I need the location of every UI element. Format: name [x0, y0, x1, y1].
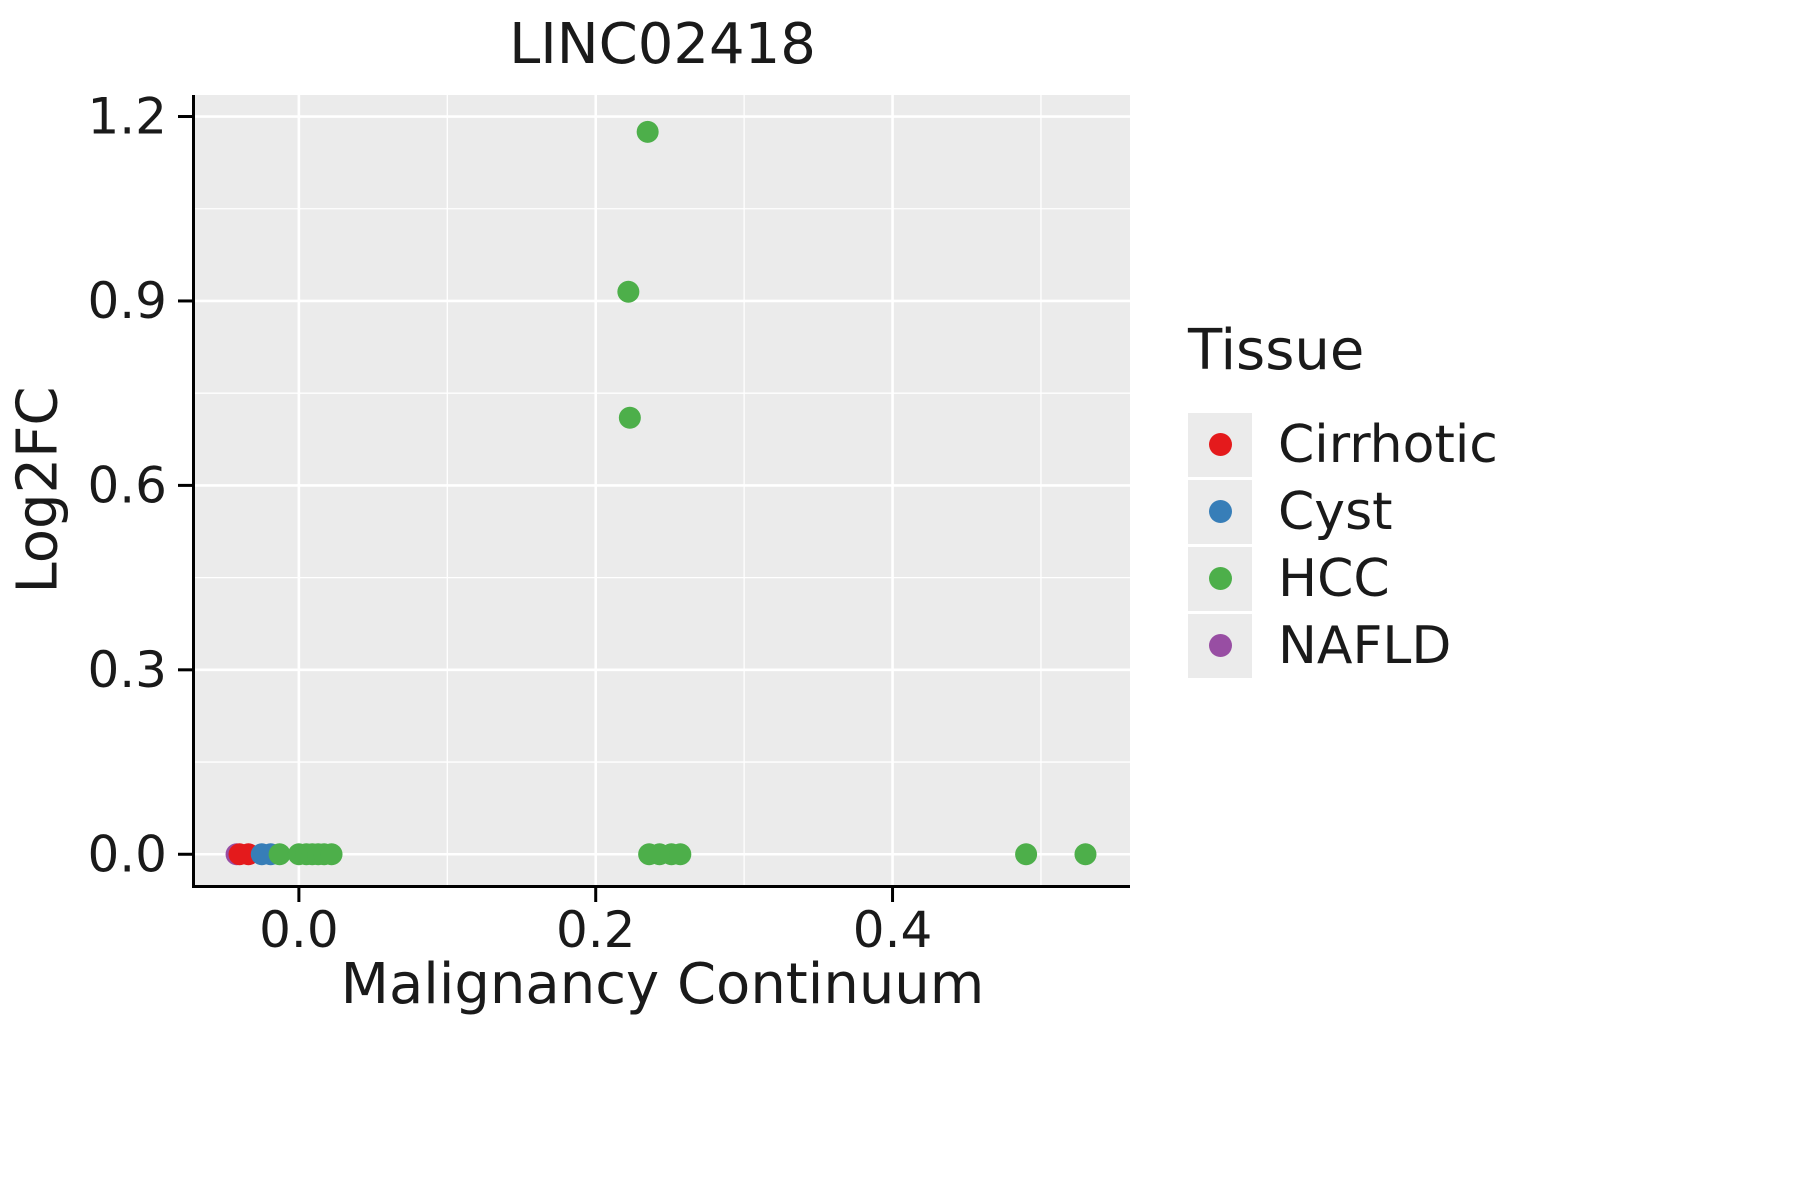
- legend-label: Cirrhotic: [1278, 414, 1498, 475]
- chart-title: LINC02418: [509, 12, 816, 77]
- legend-label: HCC: [1278, 548, 1390, 609]
- plot-panel: [195, 95, 1130, 885]
- legend-title: Tissue: [1188, 318, 1365, 383]
- legend-dot-icon: [1208, 433, 1232, 456]
- legend-key: [1188, 546, 1252, 611]
- y-tick-label: 0.9: [87, 272, 167, 330]
- x-tick-label: 0.4: [853, 901, 933, 959]
- legend-dot-icon: [1208, 567, 1232, 590]
- data-point-hcc: [636, 120, 659, 143]
- legend-entry-cyst: Cyst: [1188, 478, 1748, 545]
- data-point-hcc: [618, 406, 641, 429]
- y-tick-label: 0.6: [87, 456, 167, 514]
- legend-key: [1188, 613, 1252, 678]
- legend-entry-nafld: NAFLD: [1188, 612, 1748, 679]
- legend-label: Cyst: [1278, 481, 1393, 542]
- legend-entries: Cirrhotic Cyst HCC NAFLD: [1188, 411, 1748, 679]
- y-axis-label: Log2FC: [5, 386, 71, 594]
- data-point-hcc: [268, 843, 291, 866]
- y-tick-label: 1.2: [87, 88, 167, 146]
- legend-entry-cirrhotic: Cirrhotic: [1188, 411, 1748, 478]
- legend: Tissue Cirrhotic Cyst HCC NAFLD: [1188, 318, 1748, 679]
- legend-key: [1188, 412, 1252, 477]
- data-point-hcc: [320, 843, 343, 866]
- legend-label: NAFLD: [1278, 615, 1452, 676]
- x-axis-label: Malignancy Continuum: [340, 952, 985, 1017]
- legend-dot-icon: [1208, 634, 1232, 657]
- data-point-hcc: [1015, 843, 1038, 866]
- data-point-hcc: [669, 843, 692, 866]
- legend-dot-icon: [1208, 500, 1232, 523]
- data-point-hcc: [617, 280, 640, 303]
- data-point-hcc: [1074, 843, 1097, 866]
- legend-entry-hcc: HCC: [1188, 545, 1748, 612]
- y-tick-label: 0.0: [87, 825, 167, 883]
- x-tick-label: 0.0: [259, 901, 339, 959]
- y-tick-label: 0.3: [87, 641, 167, 699]
- x-tick-label: 0.2: [556, 901, 636, 959]
- legend-key: [1188, 479, 1252, 544]
